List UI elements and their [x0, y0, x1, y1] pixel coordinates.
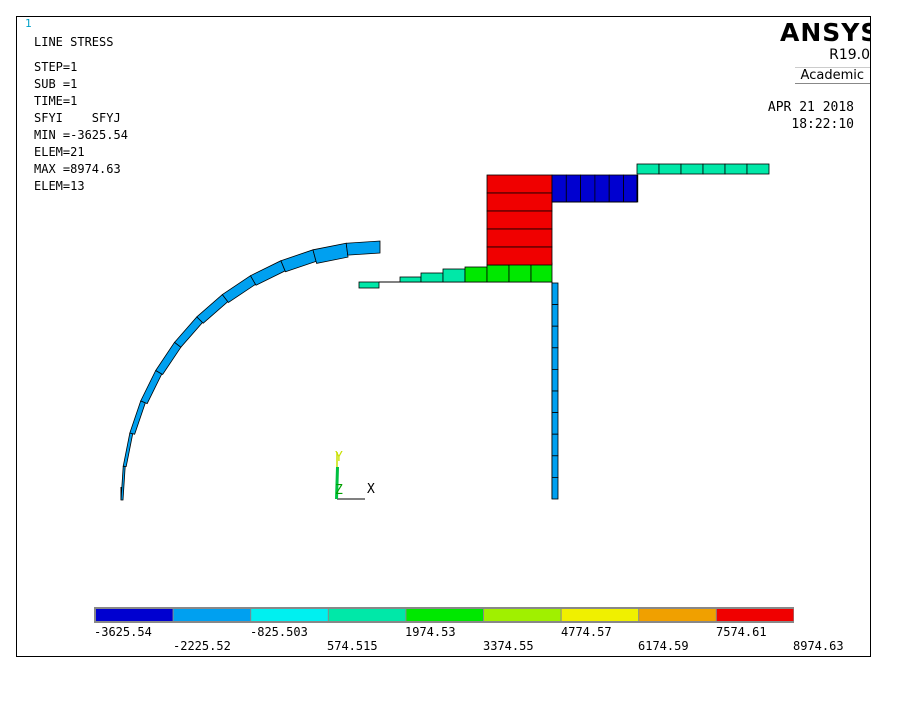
stress-bar-min [594, 174, 610, 203]
triad-x-label: X [367, 482, 375, 497]
arc-stress-bar [345, 240, 381, 256]
stress-bar [420, 272, 444, 283]
sub-label: SUB =1 [34, 77, 78, 91]
legend-value: 3374.55 [483, 639, 534, 653]
beam-elements [358, 163, 770, 500]
stress-bar [746, 163, 770, 175]
stress-bar [658, 163, 682, 175]
max-elem-label: ELEM=13 [34, 179, 85, 193]
plot-title: LINE STRESS [34, 35, 114, 49]
stress-bar [551, 282, 559, 306]
legend-value: 4774.57 [561, 625, 612, 639]
legend-swatch [561, 609, 639, 621]
time-label: TIME=1 [34, 94, 78, 108]
stress-bar [724, 163, 748, 175]
stress-bar-max [486, 192, 553, 212]
min-label: MIN =-3625.54 [34, 128, 128, 142]
brand-name: ANSYS [780, 18, 871, 47]
date-block: APR 21 2018 18:22:10 [768, 99, 854, 133]
stress-bar-max [486, 174, 553, 194]
stress-bar [551, 304, 559, 327]
legend-value: 1974.53 [405, 625, 456, 639]
arc-stress-bar [129, 400, 146, 435]
stress-bar [680, 163, 704, 175]
triad-z-label: Z [335, 483, 343, 498]
stress-bar-min [623, 174, 639, 203]
triad-y-label: Y [335, 450, 343, 465]
model-plot: Y Z X [94, 163, 794, 623]
legend-swatch [173, 609, 251, 621]
stress-bar-min [565, 174, 581, 203]
min-elem-label: ELEM=21 [34, 145, 85, 159]
arc-stress-bar [120, 465, 126, 501]
arc-stress-bar [173, 316, 204, 348]
arc-stress-bar [280, 249, 317, 273]
stress-bar [551, 455, 559, 478]
arc-stress-bar [249, 260, 286, 286]
legend-value: -825.503 [250, 625, 308, 639]
arc-stress-bar [196, 293, 229, 324]
coordinate-triad: Y Z X [335, 450, 375, 500]
arc-stress-bar [221, 275, 257, 303]
items-label: SFYI SFYJ [34, 111, 121, 125]
stress-bar [636, 163, 660, 175]
legend-swatch [406, 609, 483, 621]
legend-swatch [484, 609, 561, 621]
arc-stress-bar [140, 369, 163, 405]
stress-bar [551, 368, 559, 392]
stress-bar [702, 163, 726, 175]
stress-bar [551, 325, 559, 349]
legend-value: 574.515 [327, 639, 378, 653]
stress-bar [530, 262, 553, 283]
stress-bar [551, 412, 559, 435]
stress-bar [486, 264, 510, 283]
stress-bar [551, 347, 559, 370]
max-label: MAX =8974.63 [34, 162, 121, 176]
stress-bar [551, 390, 559, 414]
stress-bar-max [486, 228, 553, 248]
stress-bar [551, 476, 559, 500]
legend-swatch [639, 609, 716, 621]
stress-bar-max [486, 210, 553, 230]
legend-swatch [251, 609, 328, 621]
brand-edition: Academic [794, 67, 870, 84]
arc-stress-bar [122, 432, 134, 468]
arc-stress-bar [155, 341, 182, 376]
stress-bar-min [551, 174, 567, 203]
legend-value: 7574.61 [716, 625, 767, 639]
graphics-window[interactable]: 1 LINE STRESS STEP=1 SUB =1 TIME=1 SFYI … [16, 16, 871, 657]
stress-bar-min [580, 174, 596, 203]
arc-elements [120, 240, 381, 501]
step-label: STEP=1 [34, 60, 78, 74]
legend-swatch [96, 609, 173, 621]
stress-bar [399, 276, 422, 283]
brand-version: R19.0 [829, 47, 870, 63]
time-label-clock: 18:22:10 [791, 117, 854, 132]
stress-bar [464, 266, 488, 283]
legend-value: -2225.52 [173, 639, 231, 653]
brand-block: ANSYS R19.0 Academic [780, 19, 870, 84]
stress-bar-min [608, 174, 624, 203]
legend-swatch [328, 609, 406, 621]
date-label: APR 21 2018 [767, 100, 854, 115]
stress-bar [551, 433, 559, 457]
contour-legend [94, 607, 794, 623]
stress-bar-max [486, 246, 553, 266]
stress-bar [358, 281, 380, 289]
stress-bar [442, 268, 466, 283]
legend-value: 8974.63 [793, 639, 844, 653]
triad-z-marker [335, 467, 339, 499]
legend-value: -3625.54 [94, 625, 152, 639]
window-number: 1 [25, 17, 32, 30]
legend-swatch [716, 609, 794, 621]
stress-bar [508, 263, 532, 283]
legend-value: 6174.59 [638, 639, 689, 653]
arc-stress-bar [312, 242, 349, 264]
